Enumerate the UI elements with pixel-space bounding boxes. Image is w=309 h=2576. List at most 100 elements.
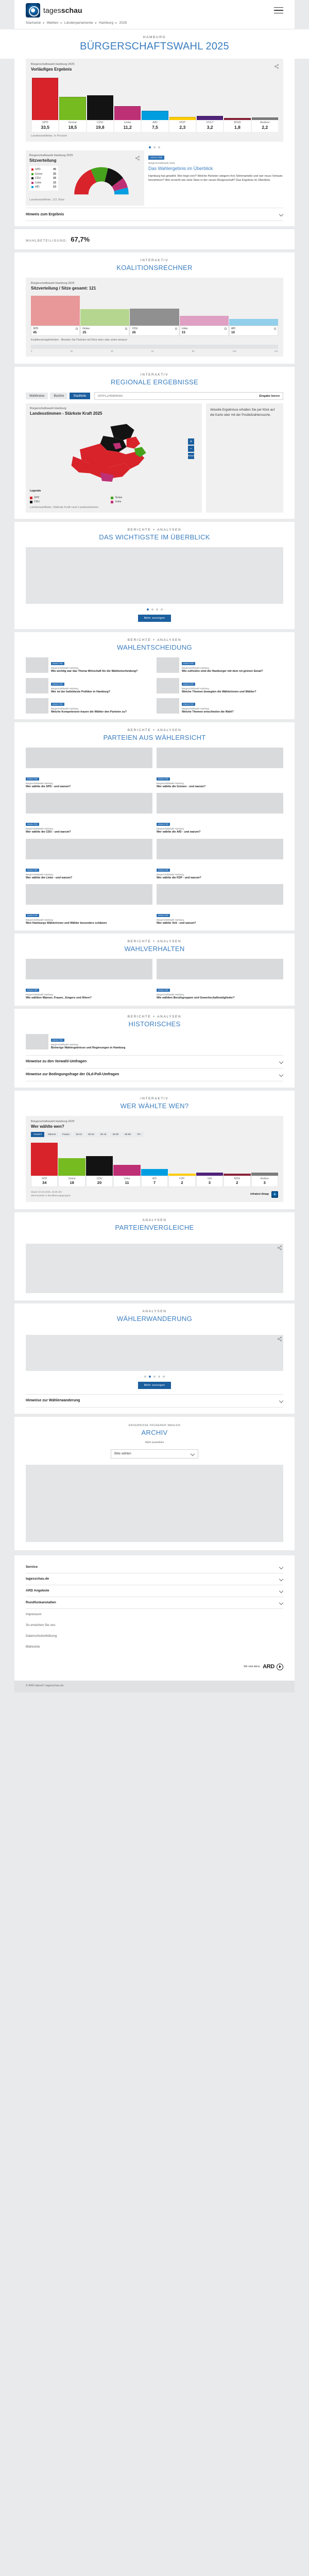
www-bar-cdu[interactable] xyxy=(85,1156,113,1176)
article-card[interactable]: ANALYSE Bürgerschaftswahl Hamburg Wer wähl… xyxy=(157,793,283,834)
hamburg-map-icon[interactable] xyxy=(30,419,198,487)
www-filter-gesamt[interactable]: Gesamt xyxy=(31,1131,45,1137)
seat-legend-item[interactable]: Grüne 25 xyxy=(31,172,56,176)
card-title[interactable]: Wer wählte die CDU - und warum? xyxy=(26,831,71,834)
www-bar-spd[interactable] xyxy=(31,1142,58,1176)
bar-grüne[interactable] xyxy=(59,96,86,120)
seat-arc-spd[interactable] xyxy=(74,170,97,195)
article-card[interactable]: ANALYSE Bürgerschaftswahl Hamburg Wer wähl… xyxy=(26,838,152,880)
bar-column[interactable] xyxy=(114,75,141,120)
article-card[interactable]: ANALYSE Bürgerschaftswahl Hamburg Wie wähl… xyxy=(26,959,152,1000)
result-teaser[interactable]: ANALYSE Bürgerschaftswahl 2025 Das Wahle… xyxy=(148,150,283,206)
www-bar-linke[interactable] xyxy=(113,1165,141,1176)
koalition-bar-column[interactable] xyxy=(31,294,80,326)
bar-afd[interactable] xyxy=(142,110,168,120)
bar-column[interactable] xyxy=(87,75,113,120)
www-filter-70-[interactable]: 70+ xyxy=(134,1131,144,1137)
card-title[interactable]: Wen Hamburgs Wählerinnen und Wähler beso… xyxy=(26,922,107,925)
ueberblick-dot-1[interactable] xyxy=(146,608,149,611)
breadcrumb-item-wahlen[interactable]: Wahlen xyxy=(46,21,59,25)
footer-link-datenschutzerkl-rung[interactable]: Datenschutzerklärung xyxy=(26,1634,57,1638)
bar-column[interactable] xyxy=(196,75,224,120)
ww-dot-2[interactable] xyxy=(149,1375,151,1378)
regional-tab-wahlkreise[interactable]: Wahlkreise xyxy=(26,393,48,400)
bar-cdu[interactable] xyxy=(87,95,113,120)
koalition-bar-afd[interactable] xyxy=(229,319,279,326)
card-title[interactable]: Welche Themen bewegten die Wählerinnen u… xyxy=(182,690,256,693)
www-filter-60-69[interactable]: 60-69 xyxy=(122,1131,133,1137)
archiv-select[interactable]: Bitte wählen xyxy=(111,1449,198,1459)
koalition-bar-spd[interactable] xyxy=(31,296,80,326)
seat-arch-chart[interactable] xyxy=(73,166,130,196)
koalition-bar-column[interactable] xyxy=(179,294,229,326)
www-filter-45-59[interactable]: 45-59 xyxy=(110,1131,122,1137)
koalition-party-cell-cdu[interactable]: CDU 26 xyxy=(130,326,179,336)
article-card[interactable]: ANALYSE Bürgerschaftswahl Hamburg Welche K… xyxy=(26,698,152,714)
koalition-checkbox[interactable] xyxy=(224,328,227,330)
card-title[interactable]: Wer wählte die Grünen - und warum? xyxy=(157,785,206,789)
card-title[interactable]: Wer wählte die SPD - und warum? xyxy=(26,785,71,789)
regional-tab-bezirke[interactable]: Bezirke xyxy=(50,393,68,400)
seat-legend-item[interactable]: CDU 26 xyxy=(31,176,56,180)
seat-legend-item[interactable]: AfD 10 xyxy=(31,185,56,189)
article-card[interactable]: ANALYSE Bürgerschaftswahl Hamburg Wer ist … xyxy=(26,677,152,694)
article-card[interactable]: ANALYSE Bürgerschaftswahl Hamburg Wen Hamb… xyxy=(26,884,152,925)
search-input[interactable] xyxy=(97,394,207,398)
ueberblick-more-button[interactable]: Mehr anzeigen xyxy=(138,615,171,622)
seat-arc-cdu[interactable] xyxy=(105,168,124,187)
teaser-title[interactable]: Das Wahlergebnis im Überblick xyxy=(148,166,213,172)
koalition-bar-column[interactable] xyxy=(80,294,130,326)
seat-legend-item[interactable]: SPD 45 xyxy=(31,167,56,172)
www-filter-25-34[interactable]: 25-34 xyxy=(85,1131,97,1137)
card-title[interactable]: Wer wählte die AfD - und warum? xyxy=(157,831,201,834)
www-bar-grüne[interactable] xyxy=(58,1158,85,1176)
article-card[interactable]: ANALYSE Bürgerschaftswahl Hamburg Wer wähl… xyxy=(157,884,283,925)
article-card[interactable]: ANALYSE Bürgerschaftswahl Hamburg Wie zufr… xyxy=(157,657,283,673)
share-icon[interactable] xyxy=(274,62,279,69)
koalition-bar-cdu[interactable] xyxy=(130,308,179,326)
article-card[interactable]: ANALYSE Bürgerschaftswahl Hamburg Wer wähl… xyxy=(157,838,283,880)
www-bar-column[interactable] xyxy=(196,1141,224,1176)
koalition-bar-column[interactable] xyxy=(229,294,279,326)
card-title[interactable]: Wie zufrieden sind die Hamburger mit dem… xyxy=(182,670,263,673)
ww-dot-5[interactable] xyxy=(163,1375,165,1378)
share-icon[interactable] xyxy=(277,1335,282,1342)
www-filter-18-24[interactable]: 18-24 xyxy=(73,1131,84,1137)
ueberblick-carousel[interactable]: Mehr anzeigen xyxy=(14,547,295,622)
koalition-bar-linke[interactable] xyxy=(179,315,229,326)
carousel-dot-3[interactable] xyxy=(158,146,160,149)
koalition-party-cell-grüne[interactable]: Grüne 25 xyxy=(80,326,130,336)
ueberblick-dot-2[interactable] xyxy=(151,608,153,611)
footer-row-tagesschau-de[interactable]: tagesschau.de xyxy=(26,1573,283,1585)
www-bar-andere[interactable] xyxy=(251,1173,278,1176)
hinweis-zum-ergebnis-row[interactable]: Hinweis zum Ergebnis xyxy=(26,208,283,222)
card-title[interactable]: Wie wichtig war das Thema Wirtschaft für… xyxy=(51,670,138,673)
card-title[interactable]: Wer wählte Volt - und warum? xyxy=(157,922,196,925)
koalition-party-cell-linke[interactable]: Linke 15 xyxy=(179,326,229,336)
map-zoom-in-button[interactable]: + xyxy=(188,438,194,445)
ueberblick-slide[interactable] xyxy=(26,547,283,604)
www-bar-column[interactable] xyxy=(113,1141,141,1176)
share-icon[interactable] xyxy=(135,154,140,161)
ww-dot-1[interactable] xyxy=(144,1375,146,1378)
map-canvas[interactable]: + − Reset xyxy=(30,419,198,487)
hinweis-waehlerwanderung-row[interactable]: Hinweise zur Wählerwanderung xyxy=(26,1395,283,1408)
footer-row-rundfunkanstalten[interactable]: Rundfunkanstalten xyxy=(26,1597,283,1609)
bar-fdp[interactable] xyxy=(169,117,196,120)
www-bar-afd[interactable] xyxy=(141,1168,168,1176)
share-icon[interactable] xyxy=(277,1244,282,1250)
card-title[interactable]: Wie wählten Berufsgruppen und Gewerkscha… xyxy=(157,996,235,1000)
bar-linke[interactable] xyxy=(114,106,141,120)
footer-row-ard-angebote[interactable]: ARD Angebote xyxy=(26,1585,283,1597)
www-filter-35-44[interactable]: 35-44 xyxy=(97,1131,109,1137)
bar-bsw[interactable] xyxy=(224,117,251,120)
footer-link-bildrechte[interactable]: Bildrechte xyxy=(26,1645,40,1649)
ueberblick-dot-3[interactable] xyxy=(156,608,158,611)
regional-tab-stadtteile[interactable]: Stadtteile xyxy=(70,393,90,400)
ww-dot-3[interactable] xyxy=(153,1375,156,1378)
bar-volt[interactable] xyxy=(196,116,224,120)
koalition-party-cell-afd[interactable]: AfD 10 xyxy=(229,326,279,336)
hamburger-icon[interactable] xyxy=(274,5,283,16)
card-title[interactable]: Welche Themen entschieden die Wahl? xyxy=(182,710,234,714)
www-bar-column[interactable] xyxy=(251,1141,278,1176)
